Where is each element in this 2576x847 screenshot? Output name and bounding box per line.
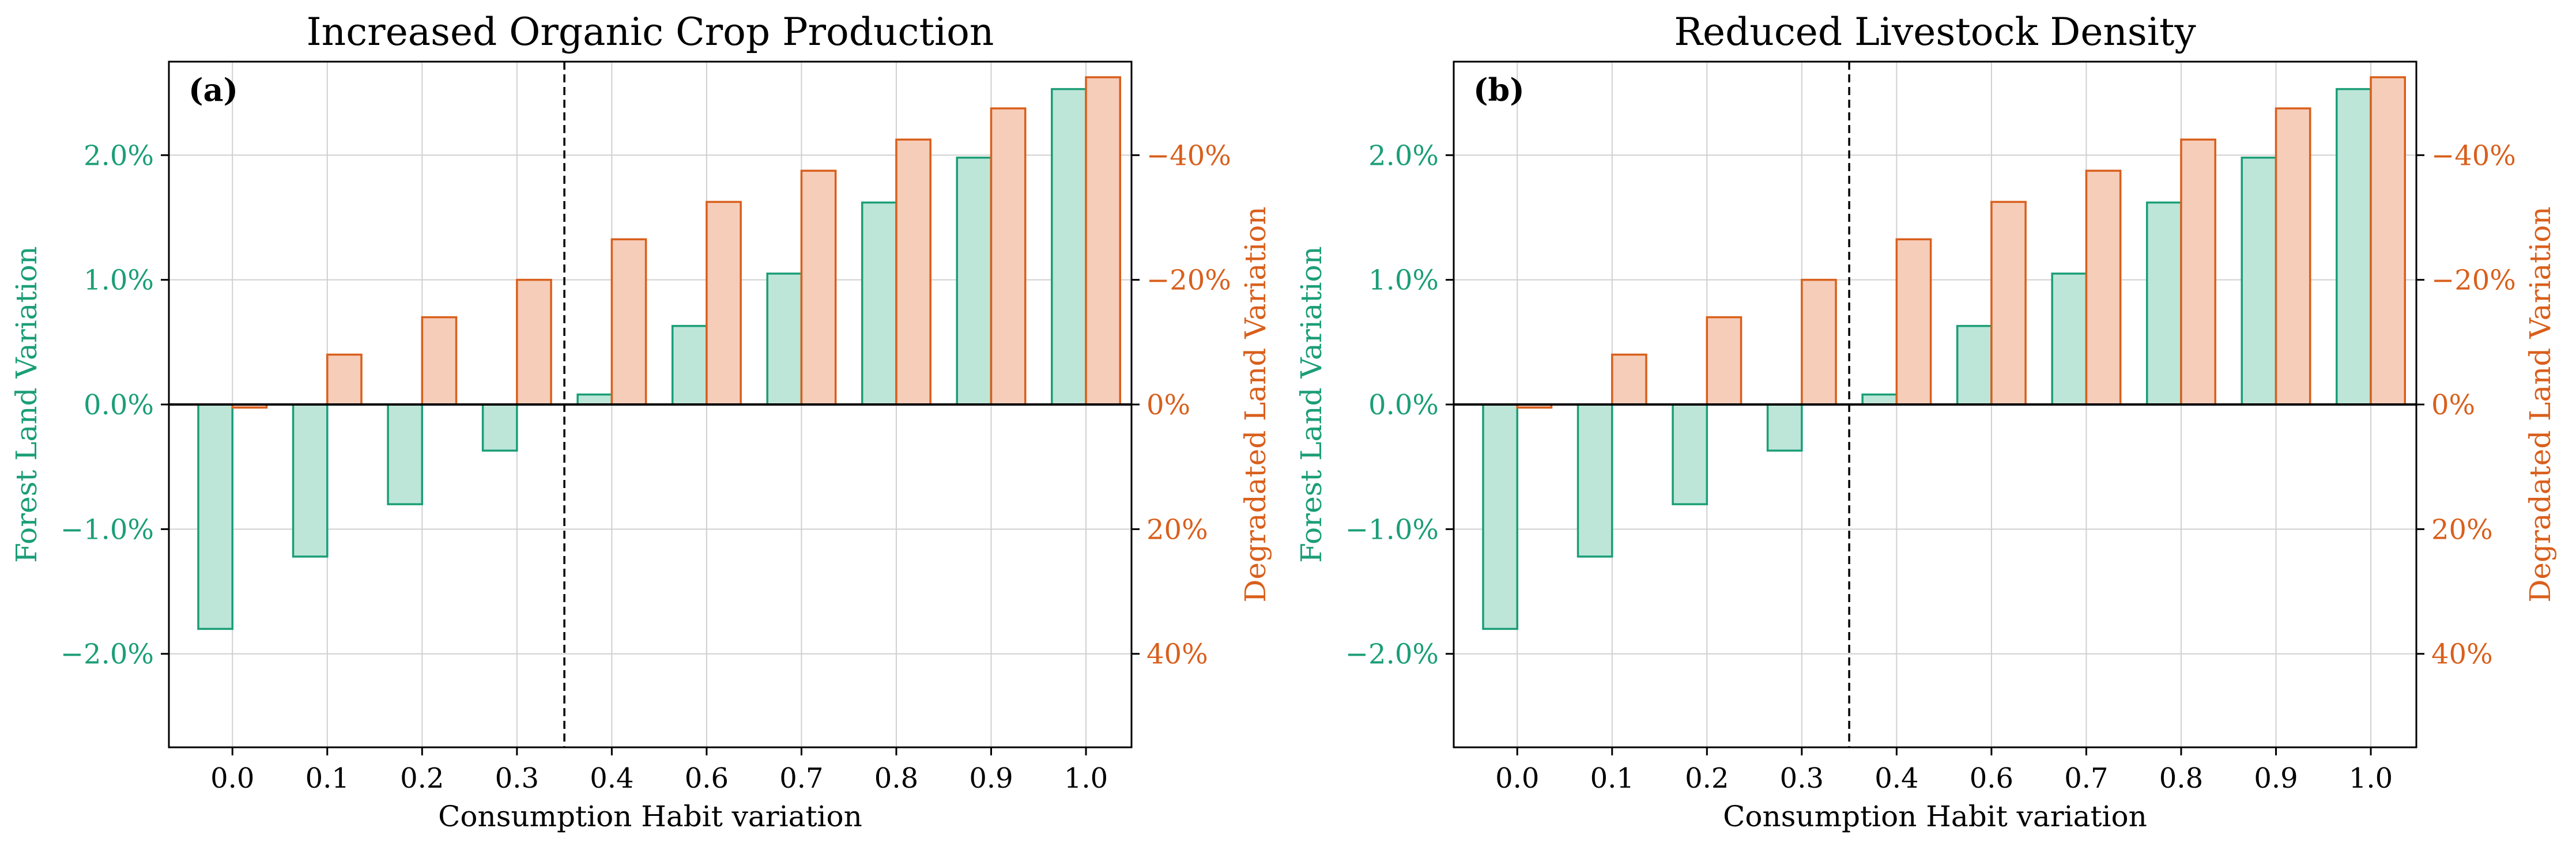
degraded-bar (2275, 107, 2311, 406)
x-tick-label: 0.6 (1970, 762, 2013, 795)
y-right-tick-label: 40% (1146, 638, 1208, 671)
x-tick-label: 0.1 (306, 762, 349, 795)
x-tick-label: 0.7 (779, 762, 823, 795)
degraded-bar (421, 316, 458, 406)
degraded-bar (1611, 353, 1647, 406)
y-tick-label: 0.0% (1368, 389, 1439, 421)
y-axis-label: Forest Land Variation (10, 246, 43, 563)
y-right-tick-label: 0% (1146, 389, 1190, 421)
y-right-tick-label: −20% (1146, 264, 1231, 297)
y-right-tick-label: 20% (1146, 513, 1208, 546)
y-tick-label: −1.0% (61, 513, 154, 546)
x-tick-label: 0.3 (1780, 762, 1824, 795)
x-axis-label: Consumption Habit variation (1723, 800, 2147, 833)
forest-bar (576, 393, 613, 406)
chart-title: Increased Organic Crop Production (307, 10, 994, 54)
x-tick-label: 1.0 (2349, 762, 2393, 795)
chart-panel-b: −2.0% −1.0% 0.0% 1.0% 2.0% 40% 20% 0% −20% −40% 0.… (1295, 10, 2557, 833)
y-tick-label: 2.0% (84, 139, 154, 172)
forest-bar (1766, 403, 1803, 452)
forest-bar (956, 156, 993, 406)
forest-bar (671, 324, 708, 406)
forest-bar (1051, 88, 1087, 406)
x-tick-label: 0.1 (1590, 762, 1634, 795)
chart-panel-a: −2.0% −1.0% 0.0% 1.0% 2.0% 40% 20% 0% −20% −40% 0.… (10, 10, 1272, 833)
degraded-bar (1706, 316, 1743, 406)
degraded-bar (1085, 76, 1122, 406)
x-tick-label: 0.4 (590, 762, 633, 795)
x-tick-label: 0.8 (874, 762, 918, 795)
degraded-bar (516, 278, 552, 406)
forest-bar (1482, 403, 1518, 630)
degraded-bar (1895, 238, 1932, 406)
degraded-bar (1801, 278, 1837, 406)
y-tick-label: 2.0% (1368, 139, 1439, 172)
y-tick-label: −2.0% (61, 638, 154, 671)
y-right-tick-label: 40% (2431, 638, 2493, 671)
degraded-bar (610, 238, 647, 406)
x-tick-label: 0.9 (969, 762, 1013, 795)
x-tick-label: 0.6 (685, 762, 729, 795)
forest-bar (2051, 273, 2088, 406)
forest-bar (861, 201, 897, 406)
forest-bar (197, 403, 233, 630)
forest-bar (1956, 324, 1993, 406)
x-tick-label: 0.7 (2064, 762, 2108, 795)
forest-bar (766, 273, 803, 406)
degraded-bar (2180, 138, 2216, 406)
forest-bar (1861, 393, 1898, 406)
y-right-axis-label: Degradated Land Variation (2524, 206, 2557, 602)
forest-bar (1672, 403, 1708, 505)
panel-label: (b) (1473, 71, 1525, 108)
chart-title: Reduced Livestock Density (1674, 10, 2196, 54)
y-axis-label: Forest Land Variation (1295, 246, 1328, 563)
degraded-bar (2370, 76, 2407, 406)
forest-bar (1576, 403, 1613, 558)
degraded-bar (990, 107, 1027, 406)
y-right-tick-label: −40% (2431, 139, 2516, 172)
y-tick-label: −2.0% (1345, 638, 1439, 671)
x-tick-label: 0.0 (210, 762, 254, 795)
panel-label: (a) (188, 71, 238, 108)
forest-bar (387, 403, 424, 505)
forest-bar (481, 403, 518, 452)
x-tick-label: 1.0 (1064, 762, 1108, 795)
forest-bar (2336, 88, 2372, 406)
forest-bar (2145, 201, 2182, 406)
x-tick-label: 0.2 (400, 762, 444, 795)
degraded-bar (326, 353, 363, 406)
y-right-tick-label: 0% (2431, 389, 2475, 421)
y-tick-label: 1.0% (1368, 264, 1439, 297)
y-tick-label: −1.0% (1345, 513, 1439, 546)
y-right-tick-label: −40% (1146, 139, 1231, 172)
x-axis-label: Consumption Habit variation (438, 800, 862, 833)
x-tick-label: 0.4 (1875, 762, 1918, 795)
y-right-tick-label: −20% (2431, 264, 2516, 297)
degraded-bar (706, 201, 742, 406)
x-tick-label: 0.8 (2159, 762, 2203, 795)
degraded-bar (800, 169, 837, 406)
forest-bar (2241, 156, 2277, 406)
x-tick-label: 0.9 (2254, 762, 2298, 795)
y-right-axis-label: Degradated Land Variation (1239, 206, 1272, 602)
degraded-bar (2085, 169, 2122, 406)
y-tick-label: 0.0% (84, 389, 154, 421)
x-tick-label: 0.3 (495, 762, 539, 795)
degraded-bar (895, 138, 931, 406)
degraded-bar (1990, 201, 2027, 406)
forest-bar (292, 403, 329, 558)
x-tick-label: 0.2 (1685, 762, 1729, 795)
x-tick-label: 0.0 (1495, 762, 1539, 795)
y-right-tick-label: 20% (2431, 513, 2493, 546)
y-tick-label: 1.0% (84, 264, 154, 297)
